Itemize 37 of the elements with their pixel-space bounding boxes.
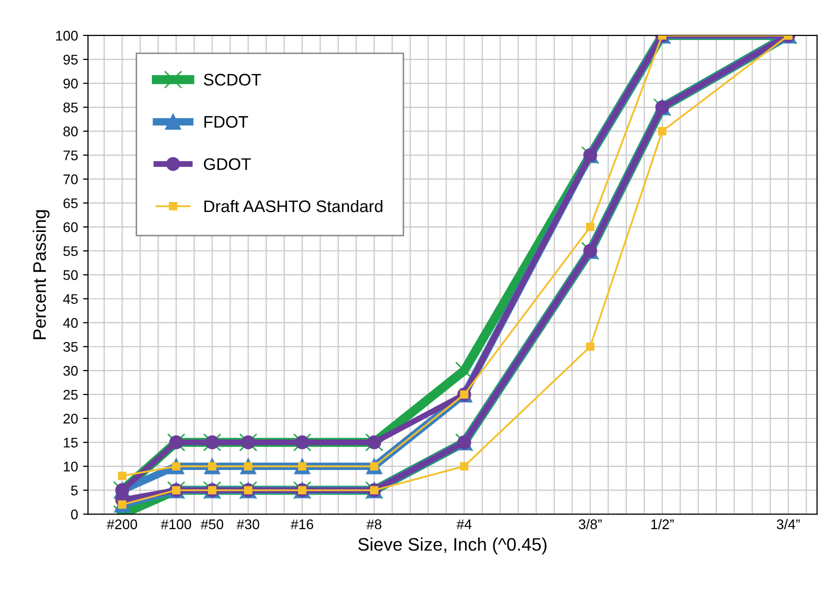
y-tick-label: 30	[63, 366, 78, 376]
y-tick-label: 75	[64, 150, 78, 160]
y-axis-title: Percent Passing	[32, 210, 50, 340]
x-tick-label: #50	[200, 519, 224, 530]
x-tick-label: #16	[290, 519, 314, 530]
y-tick-label: 20	[64, 414, 78, 424]
x-tick-label: 1/2”	[651, 519, 674, 530]
y-tick-label: 0	[71, 510, 78, 520]
y-tick-label: 85	[63, 102, 78, 112]
x-tick-label: 3/8”	[578, 519, 602, 530]
y-tick-label: 95	[63, 54, 78, 65]
x-tick-label: #30	[236, 519, 260, 530]
y-tick-label: 5	[71, 486, 78, 496]
y-tick-label: 10	[64, 462, 78, 472]
y-tick-label: 50	[63, 270, 78, 280]
legend-label: GDOT	[204, 158, 251, 170]
y-tick-label: 45	[63, 294, 78, 304]
y-tick-label: 35	[63, 342, 78, 352]
x-axis-title: Sieve Size, Inch (^0.45)	[358, 538, 546, 554]
y-tick-label: 55	[63, 246, 78, 256]
x-tick-label: 3/4”	[776, 519, 800, 530]
x-tick-label: #4	[456, 520, 472, 530]
x-tick-label: #100	[160, 519, 192, 530]
y-tick-label: 15	[64, 438, 78, 448]
y-tick-label: 40	[63, 318, 78, 328]
y-tick-label: 80	[63, 126, 78, 136]
legend-label: Draft AASHTO Standard	[204, 200, 382, 212]
y-tick-label: 100	[56, 30, 78, 41]
legend-label: SCDOT	[204, 74, 262, 86]
x-tick-label: #200	[106, 519, 138, 530]
y-tick-label: 60	[64, 222, 78, 232]
y-tick-label: 25	[64, 390, 78, 400]
x-tick-label: #8	[366, 519, 382, 530]
y-tick-label: 90	[63, 78, 78, 88]
y-tick-label: 65	[64, 198, 78, 208]
legend-label: FDOT	[204, 116, 248, 128]
y-tick-label: 70	[64, 174, 78, 184]
